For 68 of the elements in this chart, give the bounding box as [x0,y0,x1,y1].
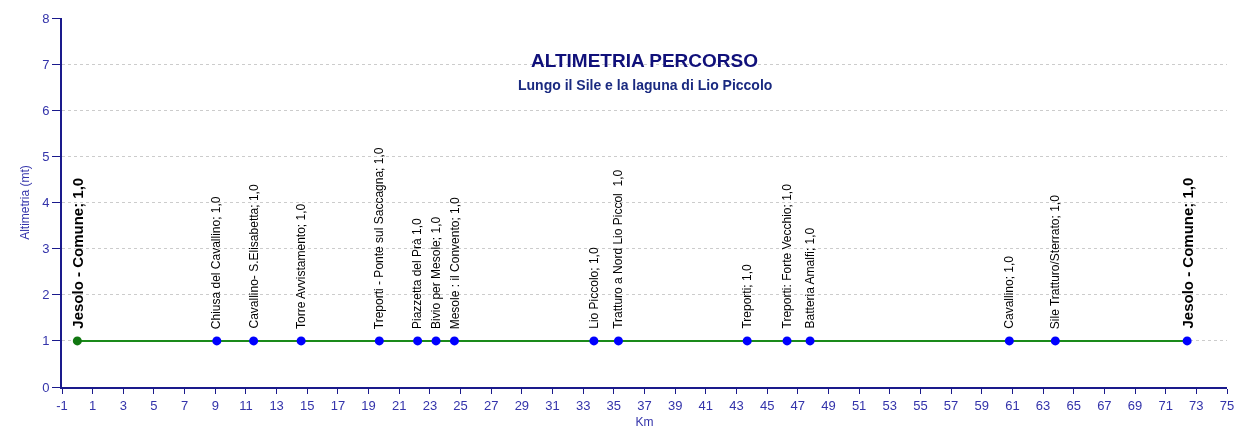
x-tick-label: 19 [361,397,376,413]
x-tick-label: 9 [211,397,219,413]
y-tick-label: 1 [42,333,50,349]
y-tick-label: 7 [42,56,50,72]
y-tick-label: 2 [42,287,50,303]
data-label: Jesolo - Comune; 1,0 [1178,177,1196,329]
y-axis-title: Altimetria (mt) [17,165,32,240]
x-tick-label: 33 [575,397,591,413]
y-tick-label: 0 [42,379,50,395]
data-label: Treporti - Ponte sul Saccagna; 1,0 [372,147,387,330]
x-axis-title: Km [635,415,654,429]
x-tick-label: 41 [698,397,714,413]
data-label: Lio Piccolo; 1,0 [587,247,602,329]
x-tick-label: 45 [759,397,775,413]
y-tick-label: 4 [42,195,50,211]
x-tick-label: 27 [483,397,499,413]
x-tick-label: 23 [422,397,438,413]
y-tick-label: 6 [42,102,50,118]
x-tick-label: 1 [89,397,97,413]
x-tick-label: 37 [637,397,652,413]
x-tick-label: 17 [330,397,346,413]
x-tick-label: -1 [56,397,68,413]
data-label: Tratturo a Nord Lio Piccol 1,0 [611,169,626,329]
x-tick-label: 5 [150,397,158,413]
data-label: Batteria Amalfi; 1,0 [802,227,817,329]
x-tick-label: 13 [269,397,284,413]
data-label: Piazzetta del Prà 1,0 [410,217,425,330]
x-tick-label: 69 [1127,397,1143,413]
x-tick-label: 61 [1005,397,1020,413]
x-tick-label: 11 [239,397,253,413]
x-tick-label: 53 [882,397,897,413]
x-tick-label: 57 [943,397,959,413]
x-tick-label: 51 [851,397,867,413]
x-tick-label: 71 [1158,397,1173,413]
x-tick-label: 63 [1035,397,1051,413]
x-tick-label: 73 [1189,397,1204,413]
x-tick-label: 65 [1066,397,1081,413]
data-label: Bivio per Mesole; 1,0 [429,216,444,329]
x-tick-label: 59 [974,397,989,413]
x-tick-label: 25 [453,397,468,413]
x-tick-label: 43 [729,397,744,413]
data-label: Treporti: Forte Vecchio; 1,0 [779,183,794,329]
data-label: Mesole : il Convento; 1,0 [447,196,462,330]
y-tick-label: 3 [42,241,50,257]
x-tick-label: 55 [913,397,928,413]
x-tick-label: 39 [667,397,683,413]
x-tick-label: 21 [392,397,407,413]
x-tick-label: 3 [119,397,127,413]
data-label: Sile Tratturo/Sterrato; 1,0 [1048,194,1063,330]
y-tick-label: 5 [42,148,50,164]
x-tick-label: 31 [545,397,560,413]
data-label: Torre Avvistamento; 1,0 [294,203,309,330]
y-tick-label: 8 [42,10,50,26]
x-tick-label: 49 [821,397,836,413]
data-label: Chiusa del Cavallino; 1,0 [209,196,224,330]
data-label: Cavallino- S.Elisabetta; 1,0 [246,184,261,329]
x-tick-label: 29 [514,397,530,413]
x-tick-label: 35 [606,397,622,413]
text: Lungo il Sile e la laguna di Lio Piccolo [518,77,773,93]
x-tick-label: 67 [1097,397,1112,413]
x-tick-label: 47 [790,397,806,413]
data-label: Jesolo - Comune; 1,0 [68,177,86,329]
x-tick-label: 15 [300,397,315,413]
data-label: Cavallino; 1,0 [1001,255,1016,329]
text: ALTIMETRIA PERCORSO [531,50,758,71]
data-label: Treporti; 1,0 [739,264,754,329]
x-tick-label: 75 [1219,397,1235,413]
x-tick-label: 7 [181,397,189,413]
